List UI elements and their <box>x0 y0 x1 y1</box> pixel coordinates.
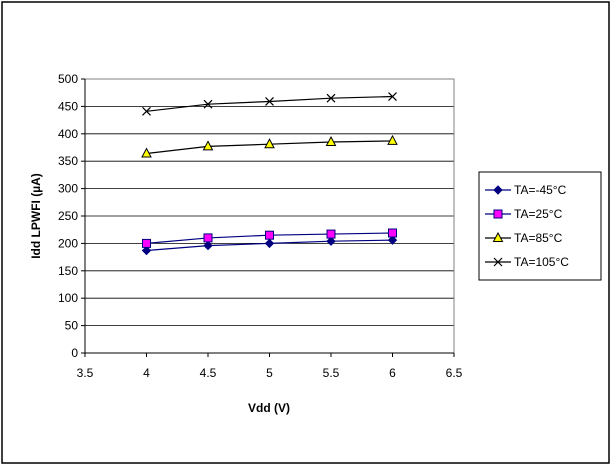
legend-label: TA=85°C <box>514 231 563 245</box>
data-point <box>326 93 336 103</box>
y-tick-label: 300 <box>58 182 78 196</box>
x-tick-label: 4.5 <box>200 366 217 380</box>
data-point <box>141 245 152 256</box>
data-point <box>387 235 398 245</box>
y-tick-label: 250 <box>58 209 78 223</box>
x-tick-label: 5.5 <box>323 366 340 380</box>
legend-marker <box>493 257 503 267</box>
data-point <box>265 97 274 106</box>
data-point <box>142 106 151 116</box>
y-tick-label: 400 <box>58 127 78 141</box>
x-tick-label: 5 <box>266 366 273 380</box>
x-axis-title: Vdd (V) <box>248 401 290 415</box>
y-axis-title: Idd LPWFI (µA) <box>29 173 43 259</box>
y-tick-label: 0 <box>71 346 78 360</box>
x-tick-label: 3.5 <box>77 366 94 380</box>
x-tick-labels: 3.5 4 4.5 5 5.5 6 6.5 <box>77 353 463 380</box>
legend-marker <box>492 231 504 242</box>
y-tick-label: 450 <box>58 99 78 113</box>
series-1 <box>142 228 397 248</box>
series-lines <box>141 92 398 256</box>
series-0 <box>141 235 398 256</box>
y-tick-label: 350 <box>58 154 78 168</box>
data-point <box>203 233 213 243</box>
data-point <box>142 238 151 248</box>
series-2 <box>141 134 398 158</box>
series-3 <box>142 92 397 116</box>
data-point <box>202 140 214 151</box>
legend-item-2: TA=85°C <box>485 231 563 245</box>
data-point <box>388 92 397 101</box>
legend-label: TA=25°C <box>514 207 563 221</box>
legend-marker <box>493 185 503 195</box>
x-tick-label: 6.5 <box>446 366 463 380</box>
legend-label: TA=105°C <box>514 255 569 269</box>
data-point <box>388 228 397 238</box>
x-tick-label: 4 <box>143 366 150 380</box>
data-point <box>203 99 213 109</box>
y-tick-label: 100 <box>58 291 78 305</box>
legend-item-0: TA=-45°C <box>485 183 567 197</box>
y-tick-labels: 0 50 100 150 200 250 300 350 400 450 500 <box>58 72 85 360</box>
data-point <box>325 135 337 147</box>
data-point <box>326 229 336 239</box>
legend-label: TA=-45°C <box>514 183 567 197</box>
y-tick-label: 200 <box>58 236 78 250</box>
y-tick-label: 150 <box>58 264 78 278</box>
data-point <box>264 238 275 249</box>
data-point <box>326 236 336 246</box>
data-point <box>141 147 152 158</box>
data-point <box>203 240 213 251</box>
y-tick-label: 50 <box>65 319 79 333</box>
legend-item-1: TA=25°C <box>485 207 563 221</box>
legend-marker <box>493 209 503 219</box>
legend-item-3: TA=105°C <box>485 255 569 269</box>
data-point <box>264 138 275 149</box>
data-point <box>387 134 398 145</box>
data-point <box>265 230 274 240</box>
x-tick-label: 6 <box>389 366 396 380</box>
y-tick-label: 500 <box>58 72 78 86</box>
legend: TA=-45°C TA=25°C TA=85°C TA=105°C <box>478 171 602 281</box>
